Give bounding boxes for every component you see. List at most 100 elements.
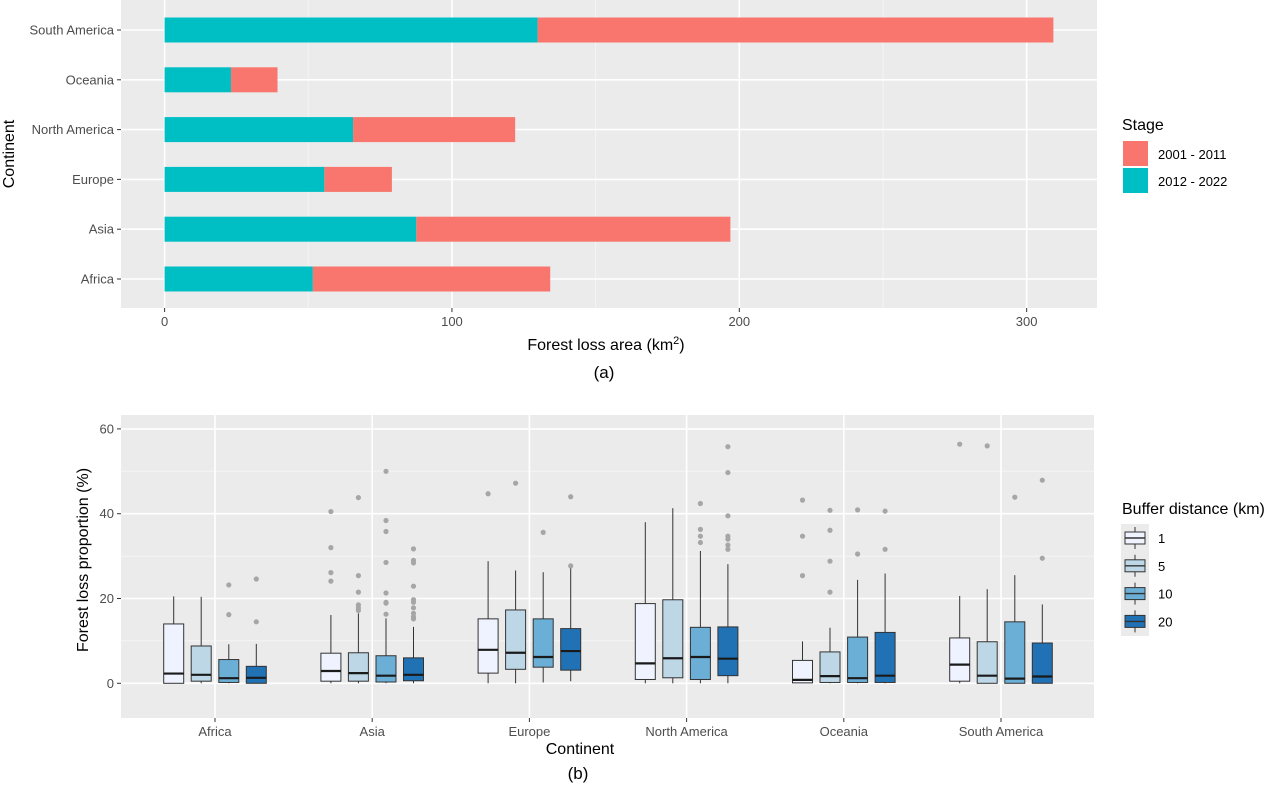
box-iqr [347,652,369,682]
box-asia-5km [347,494,369,684]
outlier-point [1012,494,1018,500]
box-iqr [662,599,684,679]
box-europe-1km [477,491,499,684]
bar-africa-2001-2011 [312,266,551,292]
outlier-point [725,533,731,539]
bar-north-america-2012-2022 [164,117,354,143]
outlier-point [697,500,704,507]
legend-label: 5 [1158,559,1165,574]
box-iqr [245,665,267,684]
outlier-point [540,529,546,535]
x-tick-label: North America [645,724,728,739]
panel-a-x-axis-title: Forest loss area (km2) [527,335,684,354]
box-europe-5km [505,480,527,684]
outlier-point [1039,555,1045,561]
panel-a-legend: Stage 2001 - 2011 2012 - 2022 [1122,117,1227,193]
panel-a-bars [164,17,1054,292]
outlier-point [568,563,574,569]
outlier-point [827,589,833,595]
y-tick-label: Europe [72,172,114,187]
bar-asia-2012-2022 [164,216,417,242]
box-asia-1km [320,508,342,684]
y-tick-label: Asia [89,222,115,237]
box-asia-20km [403,546,424,684]
legend-label: 20 [1158,614,1172,629]
box-africa-10km [218,582,240,684]
bar-europe-2012-2022 [164,166,325,192]
legend-key-2012-2022 [1123,168,1148,193]
x-tick-label: 0 [161,314,168,329]
panel-b-x-ticks: Africa Asia Europe North America Oceania Sout… [198,718,1044,739]
legend-title: Buffer distance (km) [1122,501,1265,518]
outlier-point [383,517,389,524]
legend-label: 2012 - 2022 [1158,174,1227,189]
box-north-america-20km [717,444,739,684]
bar-asia-2001-2011 [416,216,731,242]
outlier-point [410,605,417,611]
outlier-point [328,570,334,576]
box-oceania-20km [874,508,896,684]
x-tick-label: 200 [728,314,750,329]
outlier-point [799,497,806,503]
outlier-point [1039,477,1045,483]
bar-europe-2001-2011 [324,166,392,192]
panel-b-legend: Buffer distance (km) 1 5 10 20 [1121,501,1265,636]
panel-b-boxplot: Africa Asia Europe North America Oceania Sout… [75,415,1265,783]
outlier-point [383,611,389,617]
outlier-point [855,551,861,557]
panel-b-boxes [163,441,1053,684]
box-iqr [532,618,554,668]
outlier-point [855,507,861,513]
box-iqr [689,626,711,680]
legend-key-10km [1124,582,1146,605]
outlier-point [513,480,519,486]
box-iqr [717,626,739,677]
box-iqr [847,636,869,683]
panel-a-y-ticks: Africa Asia Europe North America Oceania Sout… [29,23,121,287]
outlier-point [253,576,259,582]
outlier-point [697,533,704,539]
box-iqr [1031,642,1053,684]
legend-label: 1 [1158,531,1165,546]
y-tick-label: 40 [100,506,114,521]
panel-a-x-ticks: 0 100 200 300 [161,308,1038,329]
x-tick-label: Europe [508,724,550,739]
outlier-point [827,507,833,513]
box-south-america-1km [949,441,971,684]
outlier-point [226,582,232,588]
box-africa-5km [190,596,212,684]
outlier-point [383,528,389,535]
outlier-point [355,589,361,595]
outlier-point [725,546,731,552]
x-tick-label: South America [959,724,1044,739]
box-north-america-1km [634,522,656,684]
legend-key-20km [1124,610,1146,633]
bar-south-america-2001-2011 [537,17,1054,43]
legend-label: 10 [1158,587,1172,602]
panel-b-plot-background [121,415,1094,718]
box-europe-20km [560,494,582,682]
x-tick-label: Asia [360,724,386,739]
outlier-point [410,610,417,616]
legend-key-2001-2011 [1123,141,1148,166]
x-tick-label: 100 [441,314,463,329]
box-oceania-10km [847,507,869,684]
box-africa-20km [245,576,267,684]
outlier-point [355,573,361,579]
outlier-point [882,546,888,552]
outlier-point [827,527,833,533]
box-iqr [874,631,896,683]
box-iqr [1004,621,1026,684]
panel-b-y-ticks: 0 20 40 60 [100,421,121,691]
outlier-point [355,494,361,501]
y-tick-label: South America [29,23,114,38]
legend-key-5km [1124,554,1146,577]
outlier-point [355,602,361,608]
box-south-america-10km [1004,494,1026,684]
box-north-america-10km [689,500,711,684]
box-iqr [634,603,656,680]
outlier-point [485,491,491,497]
outlier-point [328,508,334,515]
box-europe-10km [532,529,554,683]
